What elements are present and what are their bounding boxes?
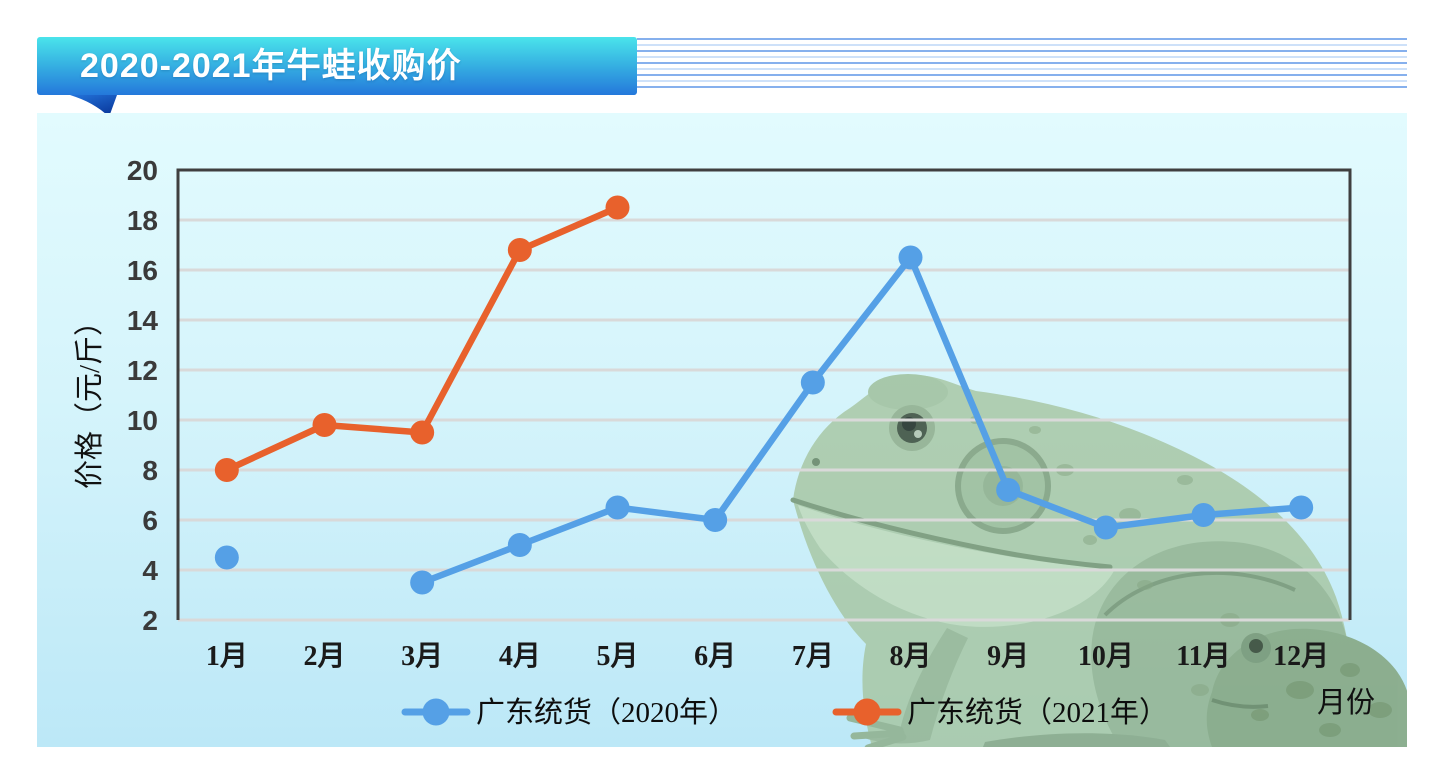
- pinstripe-lines: [637, 38, 1407, 92]
- title-banner: 2020-2021年牛蛙收购价: [37, 37, 637, 95]
- frog-nostril: [812, 458, 820, 466]
- page-title: 2020-2021年牛蛙收购价: [80, 47, 462, 85]
- bullfrog-photo-large: [790, 374, 1407, 747]
- bullfrog-photo-small: [1206, 628, 1407, 747]
- content-panel: [37, 113, 1407, 747]
